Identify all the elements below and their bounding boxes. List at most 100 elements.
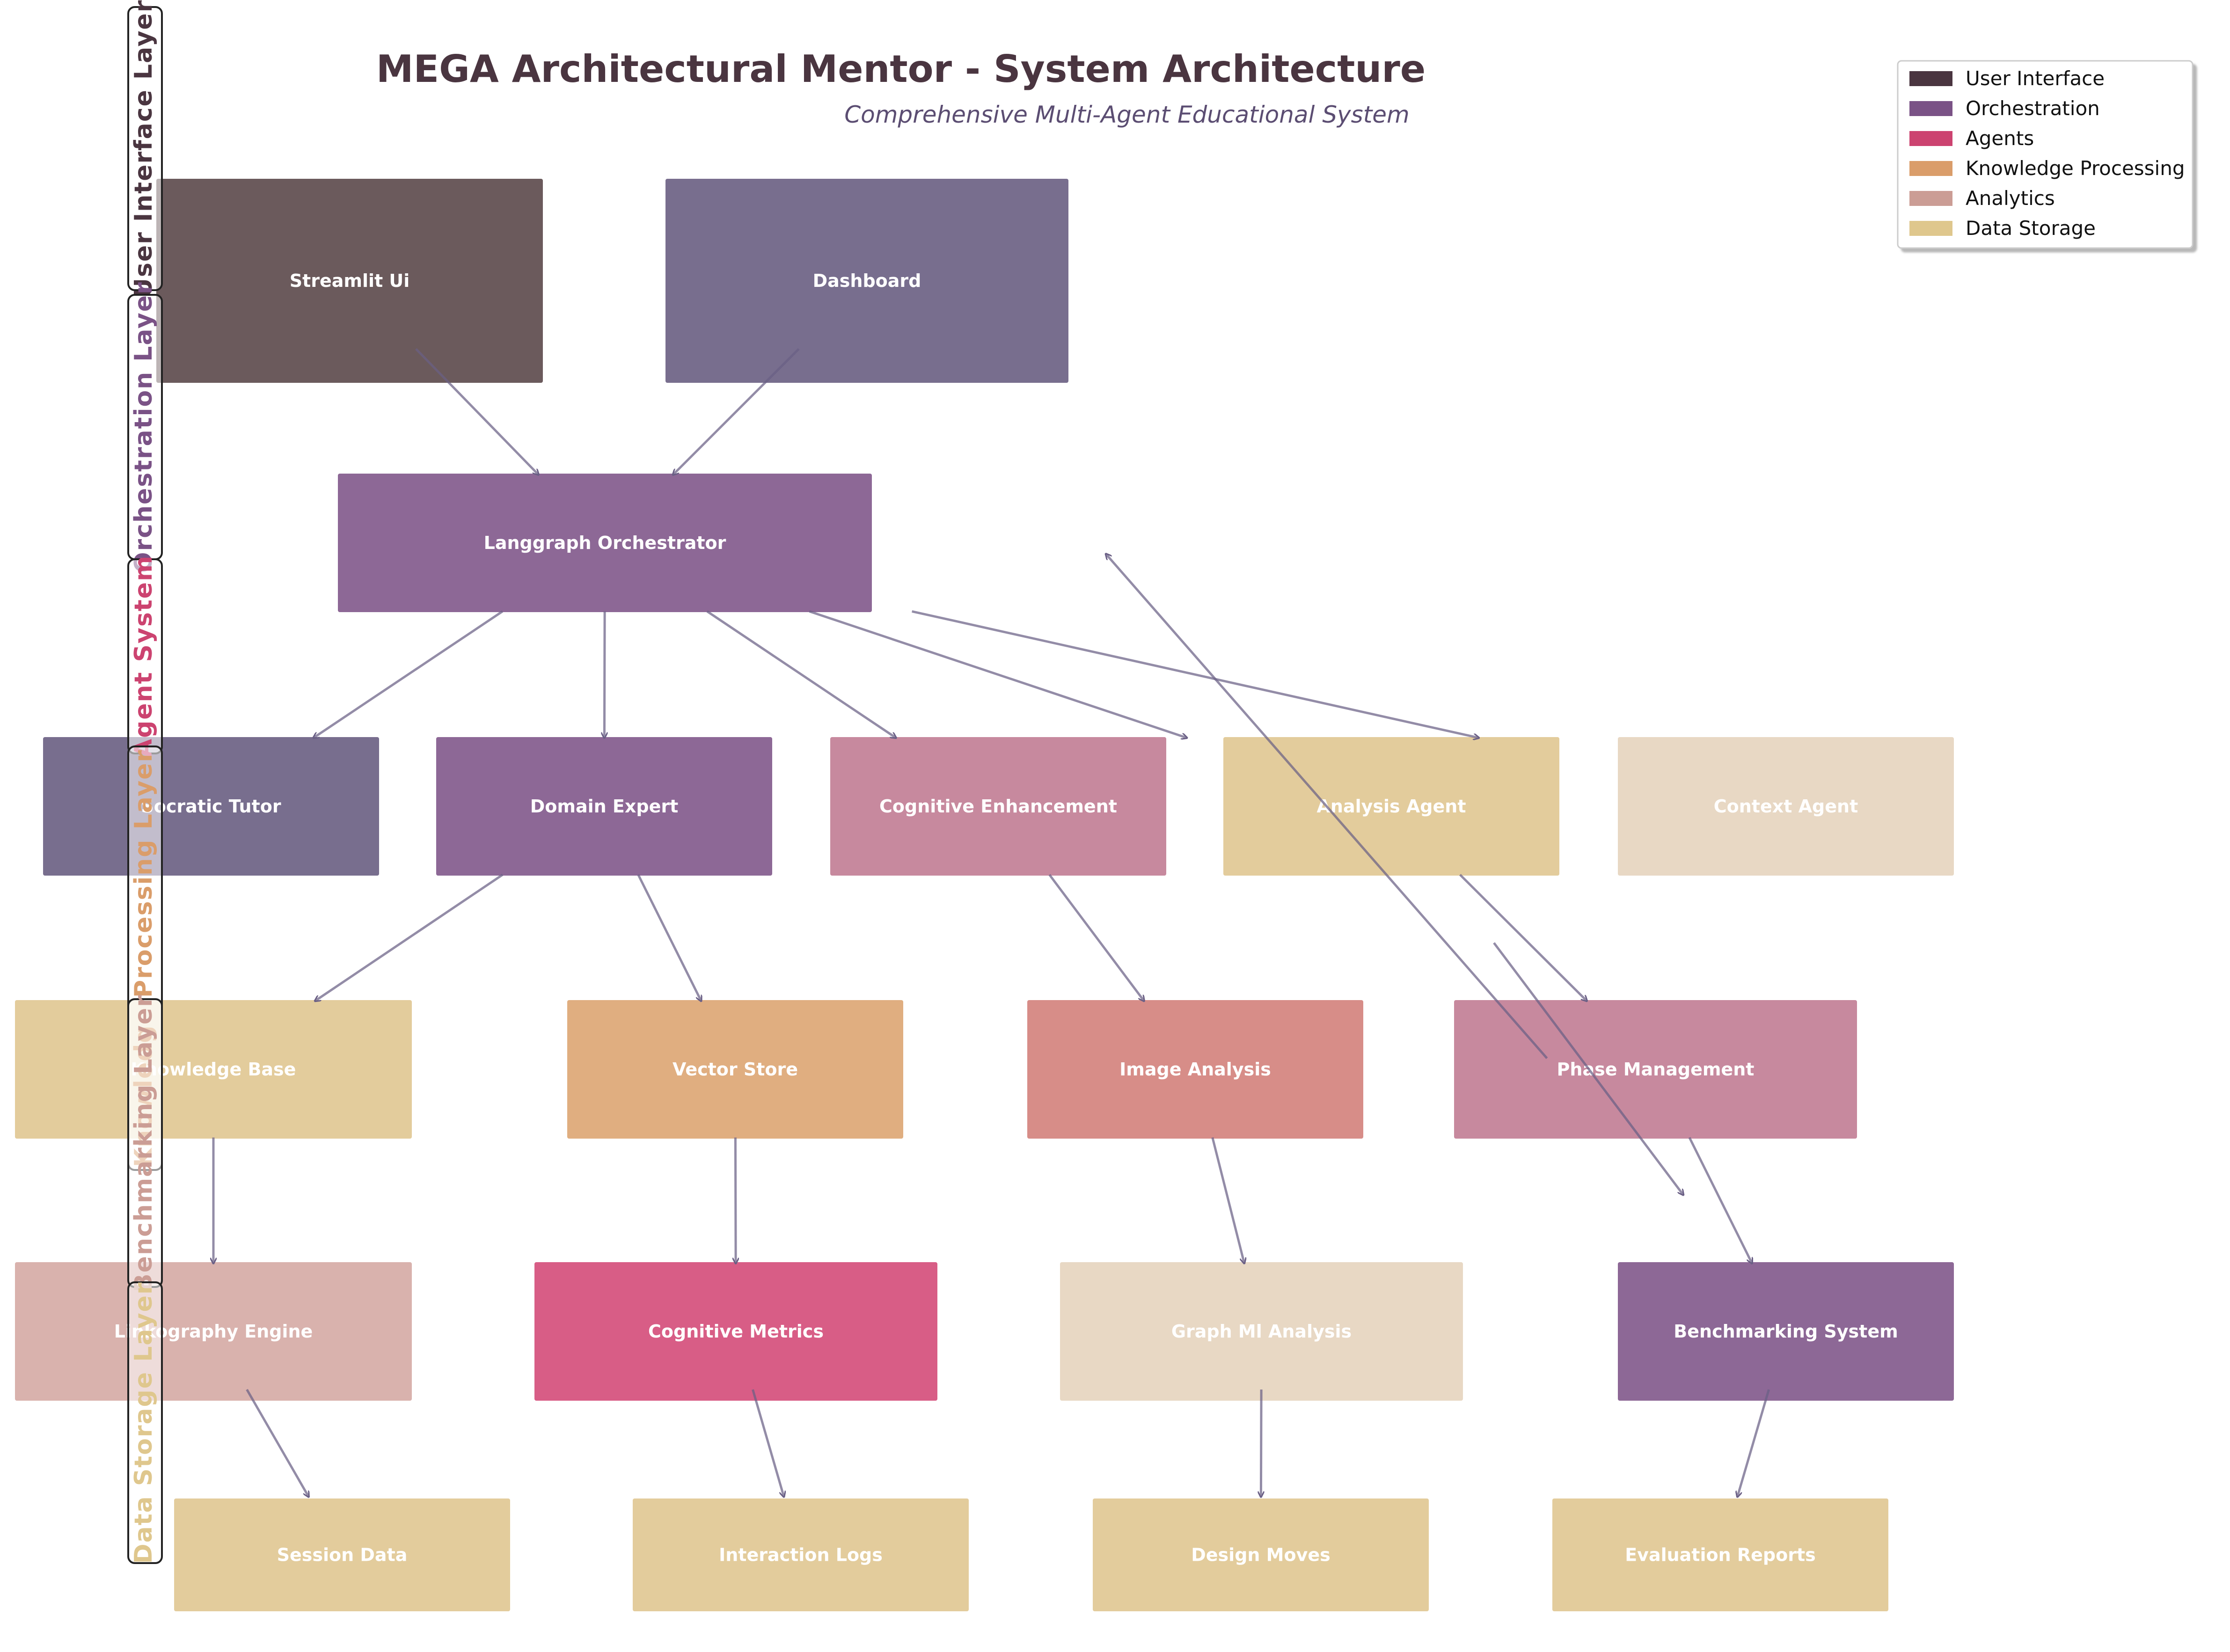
- legend-swatch: [1909, 221, 1952, 236]
- edge-cog-metrics-to-interaction: [752, 1389, 784, 1497]
- legend-label: User Interface: [1966, 67, 2105, 90]
- edge-benchmarking-to-dashboard: [1106, 554, 1548, 1059]
- edge-dashboard-to-orchestrator: [673, 348, 800, 475]
- legend-swatch: [1909, 191, 1952, 206]
- node-knowledge-base: Knowledge Base: [13, 998, 414, 1140]
- edge-linkography-to-session: [246, 1389, 309, 1497]
- legend-item: Data Storage: [1909, 217, 2096, 240]
- edge-orchestrator-to-socratic: [314, 610, 504, 738]
- node-streamlit: Streamlit Ui: [154, 177, 545, 385]
- layer-label-6: Data Storage Layer: [127, 1281, 163, 1564]
- node-design-moves: Design Moves: [1091, 1497, 1431, 1613]
- node-label: Design Moves: [1191, 1545, 1331, 1565]
- node-session: Session Data: [172, 1497, 512, 1613]
- legend-items: User Interface Orchestration Agents Knowled…: [1909, 67, 2185, 240]
- node-label: Streamlit Ui: [290, 270, 410, 291]
- node-label: Langgraph Orchestrator: [484, 533, 726, 553]
- node-box: [1452, 998, 1859, 1140]
- layer-label-text: User Interface Layer: [130, 0, 158, 298]
- legend-item: User Interface: [1909, 67, 2105, 90]
- edge-domain-to-vector: [637, 874, 701, 1001]
- node-graph-ml: Graph Ml Analysis: [1058, 1260, 1465, 1403]
- node-vector: Vector Store: [565, 998, 905, 1140]
- edge-analysis-to-benchmarking: [1493, 942, 1683, 1195]
- node-label: Session Data: [277, 1545, 408, 1565]
- node-label: Image Analysis: [1119, 1059, 1271, 1080]
- node-label: Dashboard: [813, 270, 921, 291]
- node-domain: Domain Expert: [434, 735, 774, 877]
- edge-orchestrator-to-domain: [604, 611, 605, 738]
- node-box: [664, 177, 1070, 385]
- layer-label-3: Agent System: [127, 555, 163, 758]
- node-label: Analysis Agent: [1317, 796, 1466, 817]
- node-cog-metrics: Cognitive Metrics: [533, 1260, 939, 1403]
- legend-item: Orchestration: [1909, 97, 2100, 120]
- node-box: [1221, 735, 1561, 877]
- node-cognitive-enh: Cognitive Enhancement: [828, 735, 1168, 877]
- node-box: [631, 1497, 971, 1613]
- legend-swatch: [1909, 71, 1952, 86]
- node-socratic: Socratic Tutor: [41, 735, 381, 877]
- edge-orchestrator-to-context: [912, 610, 1479, 738]
- legend-label: Orchestration: [1966, 97, 2100, 120]
- node-label: Socratic Tutor: [141, 796, 281, 817]
- legend-item: Agents: [1909, 127, 2034, 150]
- diagram-subtitle: Comprehensive Multi-Agent Educational Sy…: [844, 101, 1410, 128]
- legend-label: Knowledge Processing: [1966, 157, 2185, 180]
- node-box: [1616, 1260, 1956, 1403]
- layer-label-2: Orchestration Layer: [127, 281, 163, 573]
- node-box: [172, 1497, 512, 1613]
- edge-domain-to-knowledge-base: [315, 874, 504, 1001]
- edge-image-to-graph-ml: [1211, 1137, 1244, 1264]
- edge-phase-to-benchmarking: [1688, 1137, 1752, 1264]
- layer-label-box: [127, 6, 163, 291]
- edge-cognitive-enh-to-image: [1048, 874, 1144, 1001]
- node-image: Image Analysis: [1025, 998, 1365, 1140]
- node-label: Domain Expert: [530, 796, 679, 817]
- edge-orchestrator-to-analysis: [809, 610, 1187, 738]
- node-label: Interaction Logs: [719, 1545, 883, 1565]
- legend-swatch: [1909, 161, 1952, 176]
- node-dashboard: Dashboard: [664, 177, 1070, 385]
- node-phase: Phase Management: [1452, 998, 1859, 1140]
- legend-label: Data Storage: [1966, 217, 2096, 240]
- layer-label-1: User Interface Layer: [127, 0, 163, 298]
- layer-label-5: Benchmarking Layer: [127, 994, 163, 1292]
- node-label: Cognitive Metrics: [648, 1321, 824, 1342]
- legend: User Interface Orchestration Agents Knowled…: [1897, 60, 2193, 249]
- edge-streamlit-to-orchestrator: [415, 348, 539, 475]
- legend-item: Analytics: [1909, 187, 2055, 210]
- node-box: [1616, 735, 1956, 877]
- edge-vector-to-cog-metrics: [735, 1137, 736, 1264]
- node-orchestrator: Langgraph Orchestrator: [336, 472, 874, 614]
- node-label: Phase Management: [1557, 1059, 1755, 1080]
- edge-orchestrator-to-cognitive-enh: [706, 610, 896, 738]
- node-box: [1550, 1497, 1890, 1613]
- node-label: Evaluation Reports: [1625, 1545, 1816, 1565]
- node-box: [41, 735, 381, 877]
- legend-item: Knowledge Processing: [1909, 157, 2185, 180]
- node-label: Vector Store: [673, 1059, 798, 1080]
- layer-label-text: Data Storage Layer: [130, 1281, 158, 1564]
- node-linkography: Linkography Engine: [13, 1260, 414, 1403]
- node-interaction: Interaction Logs: [631, 1497, 971, 1613]
- nodes-group: Streamlit Ui Dashboard Langgraph Orchestra…: [13, 177, 1956, 1613]
- legend-box: [1897, 60, 2193, 249]
- node-label: Benchmarking System: [1674, 1321, 1898, 1342]
- legend-swatch: [1909, 101, 1952, 116]
- edge-benchmarking-to-eval-reports: [1737, 1389, 1770, 1497]
- node-box: [828, 735, 1168, 877]
- edge-analysis-to-phase: [1459, 874, 1587, 1001]
- node-analysis: Analysis Agent: [1221, 735, 1561, 877]
- diagram-title: MEGA Architectural Mentor - System Archi…: [376, 47, 1426, 91]
- node-box: [1025, 998, 1365, 1140]
- layer-label-text: Orchestration Layer: [130, 281, 158, 572]
- legend-label: Analytics: [1966, 187, 2055, 210]
- node-benchmarking: Benchmarking System: [1616, 1260, 1956, 1403]
- node-label: Cognitive Enhancement: [879, 796, 1117, 817]
- edges-group: [213, 348, 1770, 1497]
- layer-label-text: Agent System: [130, 555, 158, 758]
- layer-label-box: [127, 1281, 163, 1564]
